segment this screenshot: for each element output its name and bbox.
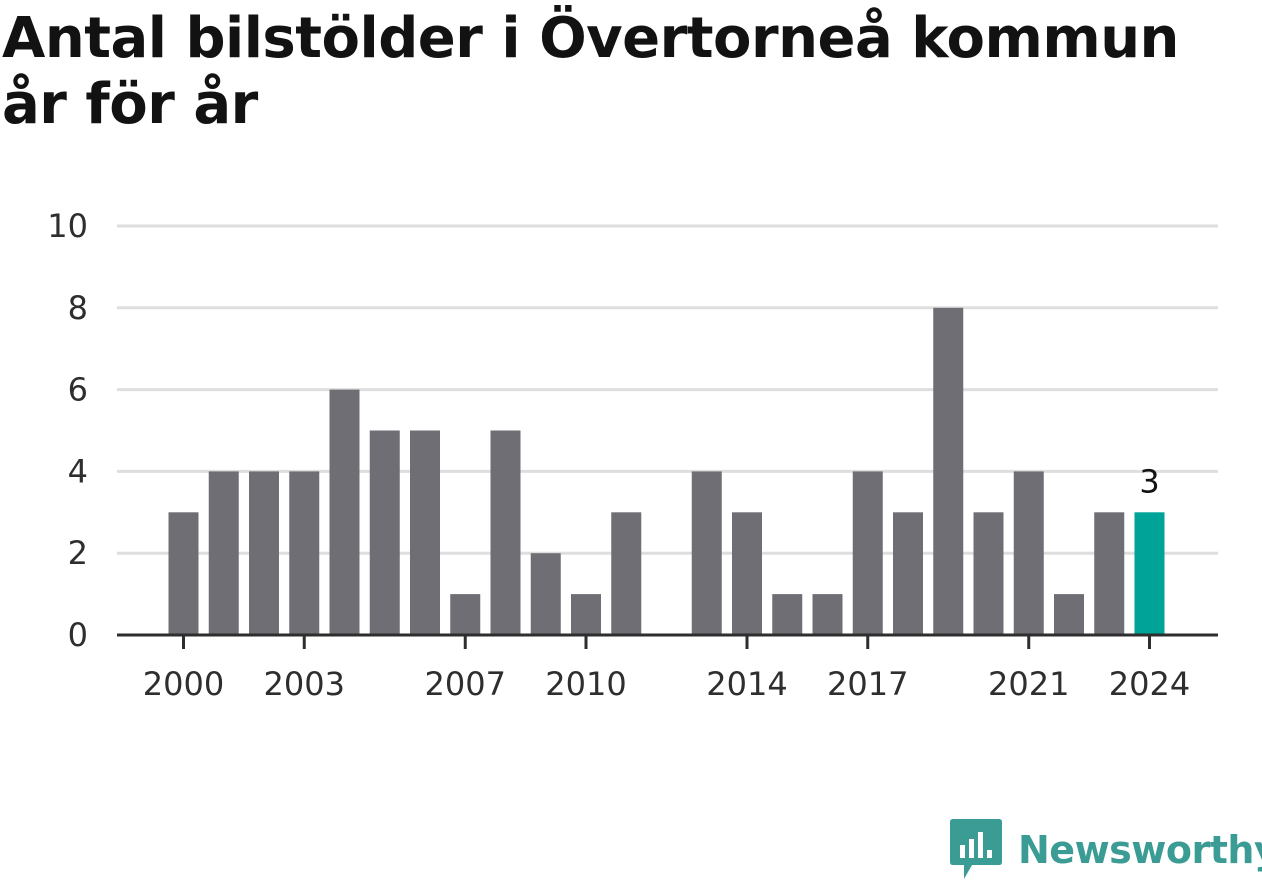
value-labels: 3 [1139, 462, 1159, 500]
bar-2009 [530, 553, 561, 635]
bar-2024 [1134, 512, 1165, 635]
bar-2021 [1013, 471, 1044, 635]
bar-2005 [369, 430, 400, 635]
y-tick-label-4: 4 [68, 452, 88, 490]
newsworthy-brand: Newsworthy [950, 818, 1262, 882]
gridlines [117, 224, 1218, 555]
y-tick-label-0: 0 [68, 616, 88, 654]
x-tick-label-2024: 2024 [1109, 665, 1190, 703]
chart-title: Antal bilstölder i Övertorneå kommun år … [2, 6, 1252, 138]
x-tick-label-2003: 2003 [264, 665, 345, 703]
bar-2014 [732, 512, 762, 635]
brand-name: Newsworthy [1018, 828, 1262, 872]
x-axis-ticks: 2000 2003 2007 2010 2014 2017 2021 2024 [143, 635, 1190, 703]
x-tick-label-2021: 2021 [988, 665, 1069, 703]
bar-2000 [168, 512, 199, 635]
bars [168, 307, 1165, 635]
x-tick-label-2007: 2007 [425, 665, 506, 703]
bar-2018 [893, 512, 923, 635]
x-tick-label-2000: 2000 [143, 665, 224, 703]
bar-2015 [772, 594, 803, 635]
bar-2013 [691, 471, 722, 635]
newsworthy-logo-icon [950, 819, 1002, 879]
bar-2017 [852, 471, 883, 635]
bar-2006 [410, 430, 440, 635]
y-tick-label-8: 8 [68, 289, 88, 327]
x-tick-label-2014: 2014 [706, 665, 787, 703]
bar-2016 [812, 594, 843, 635]
x-tick-label-2017: 2017 [827, 665, 908, 703]
bar-2020 [973, 512, 1004, 635]
bar-2022 [1054, 594, 1084, 635]
value-label-2024: 3 [1139, 462, 1159, 500]
bar-2008 [490, 430, 521, 635]
y-tick-label-10: 10 [47, 207, 88, 245]
bar-2002 [249, 471, 279, 635]
bar-2010 [571, 594, 601, 635]
bar-2001 [208, 471, 239, 635]
chart-title-line-2: år för år [2, 72, 258, 137]
chart-title-line-1: Antal bilstölder i Övertorneå kommun [2, 6, 1179, 71]
bar-2007 [450, 594, 481, 635]
bar-2023 [1094, 512, 1125, 635]
y-tick-label-2: 2 [68, 534, 88, 572]
bar-2004 [329, 389, 360, 635]
bar-2011 [611, 512, 642, 635]
y-axis-ticks: 0 2 4 6 8 10 [47, 207, 88, 654]
y-tick-label-6: 6 [68, 371, 88, 409]
bar-2019 [933, 307, 964, 635]
x-tick-label-2010: 2010 [545, 665, 626, 703]
bar-2003 [289, 471, 320, 635]
